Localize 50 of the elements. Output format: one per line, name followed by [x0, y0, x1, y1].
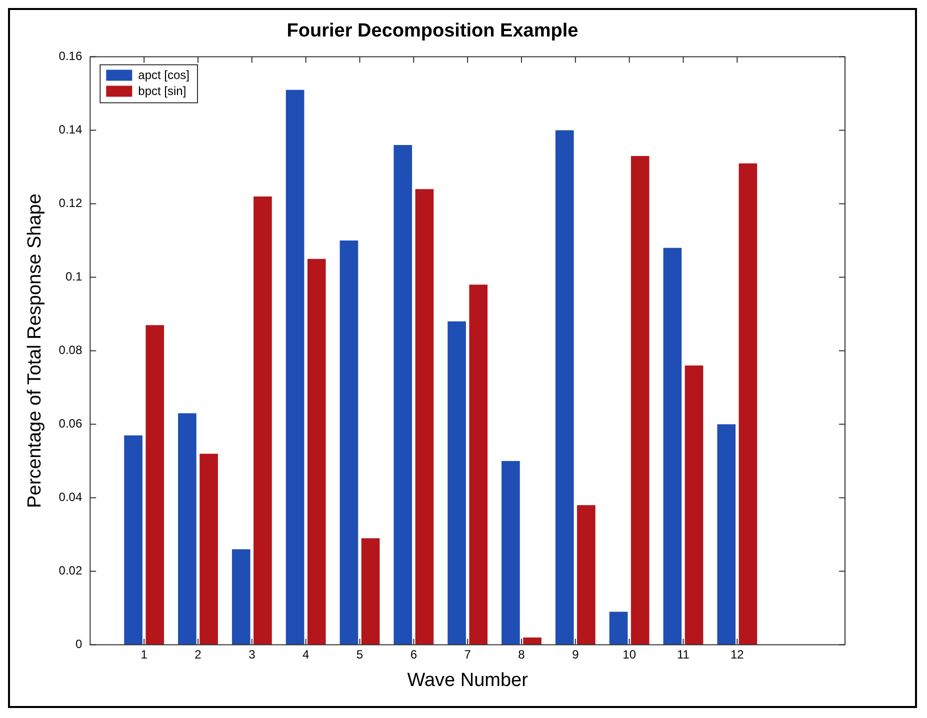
- bar: [124, 435, 142, 645]
- y-tick-label: 0.06: [58, 416, 82, 431]
- x-tick-label: 8: [518, 647, 526, 662]
- bar: [254, 196, 272, 645]
- bar: [146, 325, 164, 645]
- bar: [555, 130, 574, 645]
- x-tick-label: 9: [572, 647, 580, 662]
- y-axis-title: Percentage of Total Response Shape: [24, 194, 46, 508]
- x-tick-label: 3: [248, 647, 256, 662]
- bar: [523, 637, 542, 645]
- x-tick-label: 10: [622, 647, 636, 662]
- legend-label: apct [cos]: [138, 68, 190, 82]
- legend-label: bpct [sin]: [138, 84, 186, 98]
- bar: [717, 424, 736, 645]
- x-tick-label: 12: [730, 647, 744, 662]
- bar: [609, 612, 628, 645]
- bar: [286, 90, 304, 645]
- y-tick-label: 0.04: [58, 490, 82, 504]
- bar: [738, 163, 758, 645]
- x-tick-label: 1: [140, 647, 148, 662]
- y-tick-label: 0.12: [58, 196, 82, 210]
- bar: [232, 549, 250, 645]
- x-axis-title: Wave Number: [407, 670, 529, 691]
- bar: [361, 538, 380, 645]
- bar: [340, 240, 358, 645]
- bar: [663, 248, 682, 645]
- bar: [415, 189, 434, 645]
- x-tick-label: 5: [356, 647, 364, 662]
- bar: [200, 454, 218, 645]
- y-tick-label: 0.14: [58, 122, 82, 137]
- bar: [577, 505, 596, 645]
- bar: [684, 366, 704, 645]
- y-tick-label: 0.1: [65, 270, 82, 284]
- x-tick-label: 4: [302, 647, 310, 662]
- bar: [307, 258, 326, 645]
- x-tick-label: 2: [194, 647, 202, 662]
- bar: [630, 156, 650, 645]
- x-tick-label: 6: [410, 647, 418, 662]
- x-tick-label: 7: [464, 647, 472, 662]
- bar: [502, 461, 520, 645]
- chart-title: Fourier Decomposition Example: [286, 20, 578, 42]
- y-tick-label: 0.16: [58, 49, 82, 64]
- y-tick-label: 0.02: [58, 564, 82, 578]
- bar: [394, 145, 412, 645]
- bar: [448, 321, 466, 645]
- bar: [178, 413, 196, 645]
- y-tick-label: 0.08: [58, 343, 82, 358]
- x-tick-label: 11: [677, 647, 690, 662]
- y-tick-label: 0: [75, 637, 82, 652]
- bar: [469, 284, 488, 645]
